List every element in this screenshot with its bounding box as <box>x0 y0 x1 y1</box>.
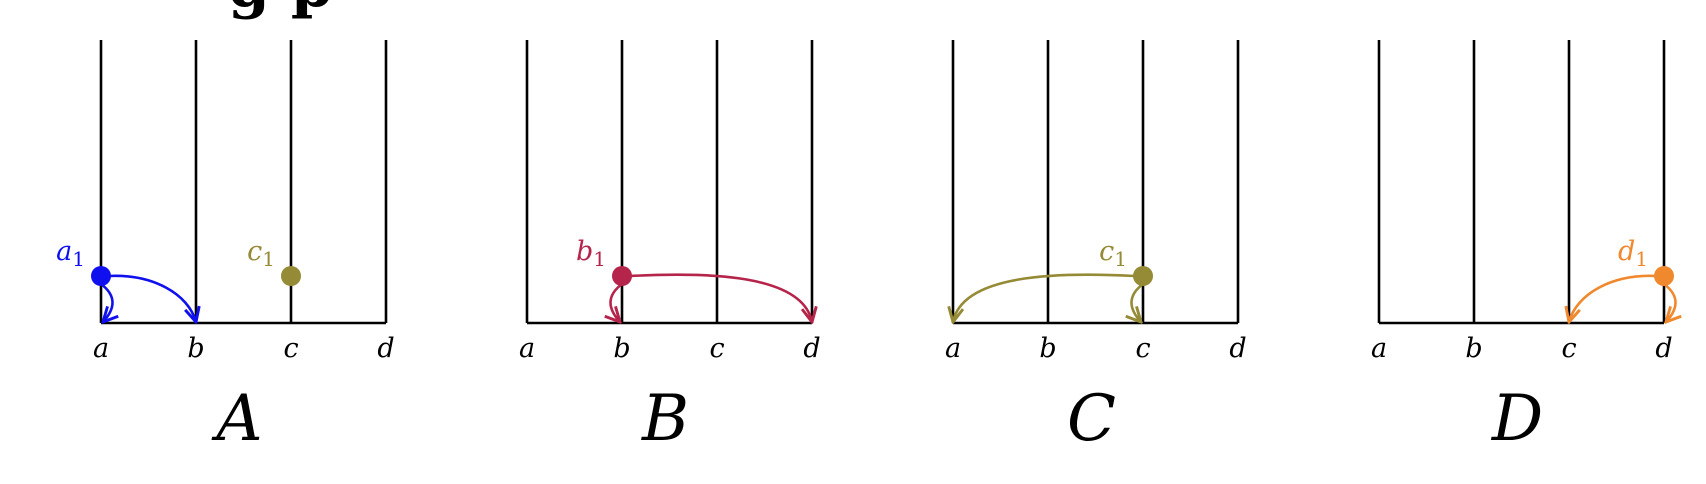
pole-label-a: a <box>1371 333 1387 364</box>
arc-c-to-a <box>953 273 1136 322</box>
panel-title-b: B <box>641 382 689 456</box>
pole-label-c: c <box>1561 333 1576 364</box>
panels-layer: a b c d a1 c1 Aa b c d b1 Ba b c d c1 Ca b c d d1 D <box>56 40 1675 456</box>
pole-label-c: c <box>1135 333 1150 364</box>
marker-a1 <box>91 266 111 286</box>
marker-d1 <box>1654 266 1674 286</box>
pole-label-c: c <box>709 333 724 364</box>
panel-b: a b c d b1 B <box>519 40 821 456</box>
marker-label-b1: b1 <box>576 236 606 271</box>
panel-c: a b c d c1 C <box>945 40 1247 456</box>
arc-d-to-c <box>1569 274 1657 322</box>
arc-a-to-a <box>100 282 113 322</box>
pole-label-d: d <box>1655 333 1672 364</box>
marker-label-c1: c1 <box>1099 236 1127 271</box>
panel-title-d: D <box>1491 382 1543 456</box>
panel-d: a b c d d1 D <box>1371 40 1676 456</box>
marker-label-a1: a1 <box>56 236 85 271</box>
pole-label-a: a <box>519 333 535 364</box>
cropped-heading-fragment: g p <box>228 0 333 21</box>
pole-label-b: b <box>1465 333 1482 364</box>
arc-d-to-d <box>1663 282 1676 322</box>
panel-title-a: A <box>211 382 262 456</box>
pole-label-c: c <box>283 333 298 364</box>
marker-label-c1: c1 <box>247 236 275 271</box>
marker-b1 <box>612 266 632 286</box>
pole-label-a: a <box>945 333 961 364</box>
marker-c1 <box>281 266 301 286</box>
pole-label-b: b <box>187 333 204 364</box>
arc-b-to-b <box>611 282 623 322</box>
pole-label-d: d <box>803 333 820 364</box>
marker-label-d1: d1 <box>1618 236 1648 271</box>
pole-label-d: d <box>377 333 394 364</box>
pole-label-d: d <box>1229 333 1246 364</box>
pole-label-a: a <box>93 333 109 364</box>
pole-label-b: b <box>1039 333 1056 364</box>
arc-c-to-c <box>1132 282 1144 322</box>
marker-c1 <box>1133 266 1153 286</box>
panel-title-c: C <box>1067 382 1116 456</box>
panel-a: a b c d a1 c1 A <box>56 40 395 456</box>
arc-b-to-d <box>629 273 812 322</box>
arc-a-to-b <box>108 274 196 322</box>
pole-label-b: b <box>613 333 630 364</box>
